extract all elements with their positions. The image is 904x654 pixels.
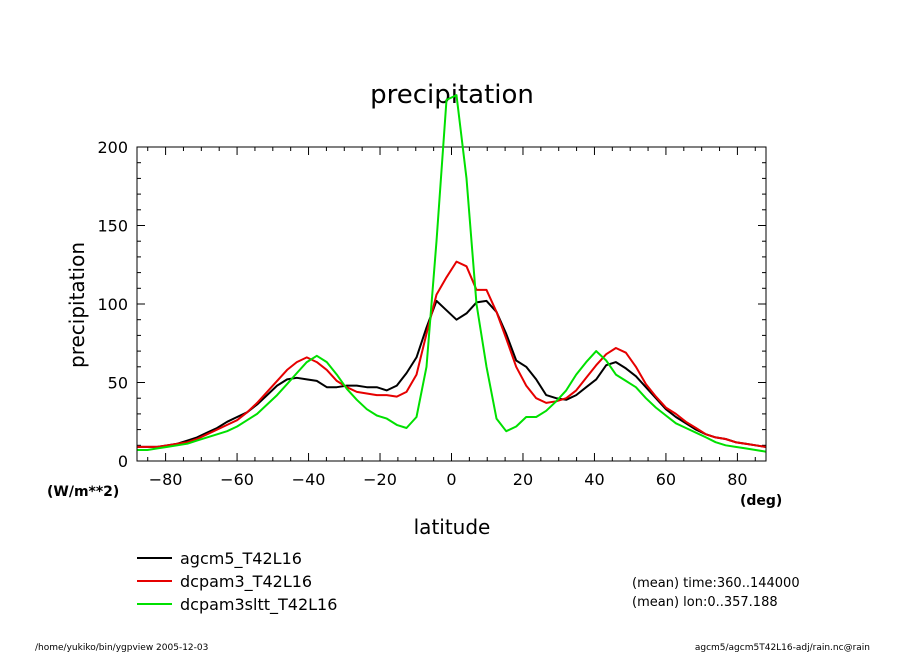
y-tick-label: 0 — [118, 452, 128, 471]
x-tick-label: 0 — [446, 470, 456, 489]
x-tick-labels: −80 −60 −40 −20 0 20 40 60 80 — [149, 470, 748, 489]
y-tick-label: 200 — [97, 138, 128, 157]
y-unit-label: (W/m**2) — [47, 484, 119, 500]
x-tick-label: 60 — [656, 470, 676, 489]
x-tick-label: −20 — [363, 470, 397, 489]
axis-ticks — [137, 146, 766, 462]
series-lines — [137, 94, 766, 453]
series-line-agcm5-t42l16 — [137, 299, 766, 448]
x-tick-label: 80 — [727, 470, 747, 489]
x-tick-label: 40 — [584, 470, 604, 489]
annotation-mean-time: (mean) time:360..144000 — [632, 576, 800, 591]
legend-label-dcpam3: dcpam3_T42L16 — [180, 572, 312, 592]
series-line-dcpam3-t42l16 — [137, 260, 766, 448]
x-axis-label: latitude — [414, 515, 491, 539]
x-tick-label: −80 — [149, 470, 183, 489]
x-tick-label: −60 — [220, 470, 254, 489]
y-tick-labels: 0 50 100 150 200 — [97, 138, 128, 471]
y-tick-label: 100 — [97, 295, 128, 314]
x-unit-label: (deg) — [740, 493, 782, 509]
footer-left: /home/yukiko/bin/ygpview 2005-12-03 — [35, 643, 208, 653]
legend-label-dcpam3sltt: dcpam3sltt_T42L16 — [180, 595, 337, 615]
legend: agcm5_T42L16 dcpam3_T42L16 dcpam3sltt_T4… — [137, 549, 337, 615]
chart-title: precipitation — [370, 80, 534, 110]
y-axis-label: precipitation — [65, 242, 89, 368]
y-tick-label: 150 — [97, 217, 128, 236]
x-tick-label: 20 — [513, 470, 533, 489]
annotation-mean-lon: (mean) lon:0..357.188 — [632, 595, 778, 610]
legend-label-agcm5: agcm5_T42L16 — [180, 549, 302, 569]
x-tick-label: −40 — [292, 470, 326, 489]
y-tick-label: 50 — [108, 374, 128, 393]
series-line-dcpam3sltt-t42l16 — [137, 94, 766, 453]
footer-right: agcm5/agcm5T42L16-adj/rain.nc@rain — [695, 643, 870, 653]
